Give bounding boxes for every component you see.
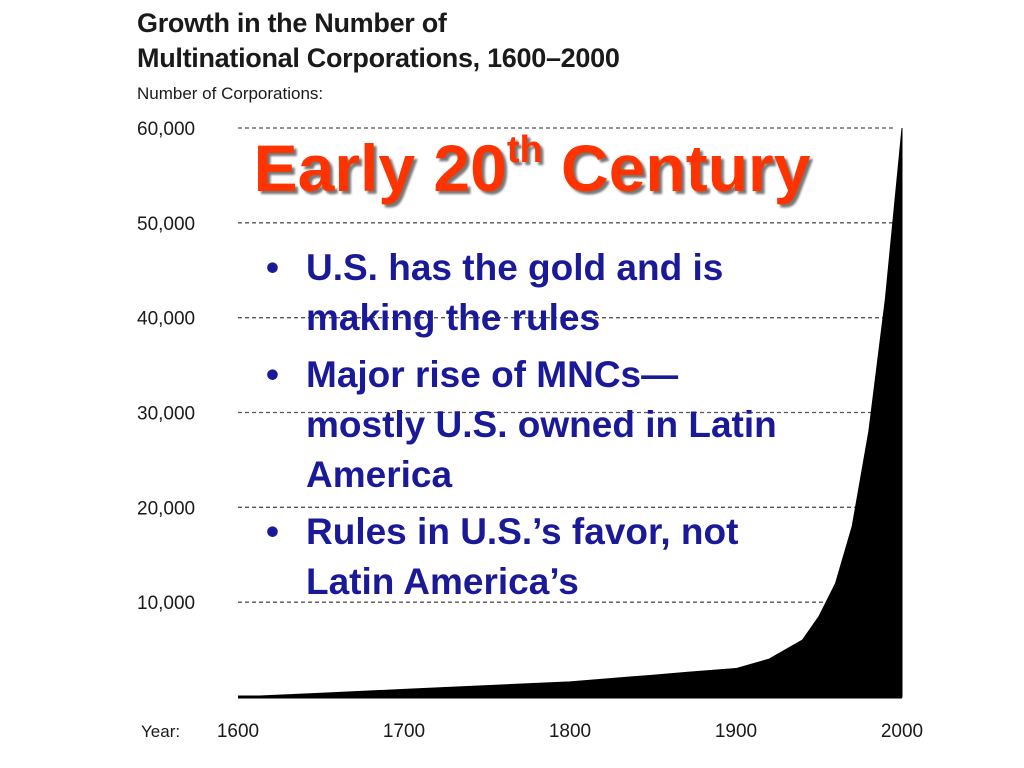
bullet-text: Rules in U.S.’s favor, not Latin America…: [306, 511, 739, 602]
bullet-dot: •: [266, 354, 279, 395]
x-tick-label: 1800: [549, 721, 591, 742]
y-tick-label: 60,000: [137, 119, 195, 140]
y-tick-label: 10,000: [137, 593, 195, 614]
y-tick-label: 40,000: [137, 309, 195, 330]
bullet-text: U.S. has the gold and is making the rule…: [306, 247, 724, 338]
x-tick-label: 2000: [881, 721, 923, 742]
x-tick-label: 1700: [383, 721, 425, 742]
area-series: [237, 127, 903, 698]
x-tick-label: 1600: [217, 721, 259, 742]
bullet-item: • U.S. has the gold and is making the rul…: [262, 243, 782, 343]
heading-superscript: th: [506, 129, 543, 171]
bullet-item: • Rules in U.S.’s favor, not Latin Americ…: [262, 507, 782, 607]
bullet-item: • Major rise of MNCs—mostly U.S. owned in…: [262, 350, 782, 500]
y-tick-label: 20,000: [137, 498, 195, 519]
bullet-text: Major rise of MNCs—mostly U.S. owned in …: [306, 354, 777, 495]
y-axis-caption: Number of Corporations:: [137, 84, 324, 103]
bullet-list: • U.S. has the gold and is making the rul…: [262, 243, 782, 614]
y-tick-label: 30,000: [137, 404, 195, 425]
y-tick-label: 50,000: [137, 214, 195, 235]
bullet-dot: •: [266, 511, 279, 552]
chart-title-line-2: Multinational Corporations, 1600–2000: [137, 43, 620, 73]
bullet-dot: •: [266, 247, 279, 288]
x-tick-label: 1900: [715, 721, 757, 742]
slide-heading: Early 20th Century: [0, 129, 1024, 206]
chart-title-line-1: Growth in the Number of: [137, 8, 447, 38]
x-axis-caption: Year:: [141, 722, 180, 741]
chart-title: Growth in the Number of Multinational Co…: [137, 6, 620, 76]
heading-end: Century: [542, 131, 811, 205]
heading-main: Early 20: [253, 131, 507, 205]
